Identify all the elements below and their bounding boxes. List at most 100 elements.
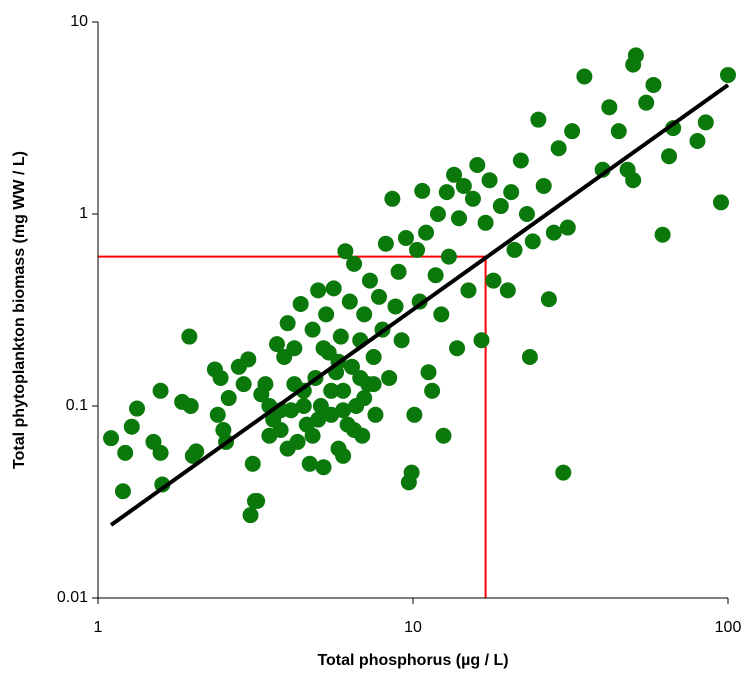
point [564, 123, 581, 140]
point [449, 340, 466, 357]
point [438, 184, 455, 201]
point [181, 328, 198, 345]
point [154, 476, 171, 493]
point [455, 177, 472, 194]
point [365, 376, 382, 393]
point [384, 190, 401, 207]
point [242, 507, 259, 524]
point [129, 400, 146, 417]
point [117, 444, 134, 461]
point [512, 152, 529, 169]
point [365, 348, 382, 365]
point [335, 447, 352, 464]
point [464, 190, 481, 207]
point [346, 255, 363, 272]
point [182, 398, 199, 414]
point [220, 390, 237, 407]
y-tick-label: 1 [79, 205, 88, 222]
point [550, 140, 567, 157]
point [627, 47, 644, 64]
point [315, 459, 332, 476]
point [325, 280, 342, 297]
y-tick-label: 0.1 [66, 397, 88, 414]
point [559, 219, 576, 236]
point [555, 464, 572, 481]
point [114, 483, 131, 500]
point [335, 382, 352, 399]
point [689, 132, 706, 149]
point [397, 229, 414, 246]
point [485, 272, 502, 289]
point [451, 210, 468, 227]
point [323, 382, 340, 399]
point [460, 282, 477, 299]
y-axis-title: Total phytoplankton biomass (mg WW / L) [11, 151, 28, 469]
point [638, 94, 655, 111]
point [292, 295, 309, 312]
point [654, 226, 671, 243]
point [268, 336, 285, 353]
point [446, 166, 463, 183]
point [420, 364, 437, 381]
point [381, 369, 398, 386]
point [286, 340, 303, 357]
point [473, 332, 490, 349]
point [661, 148, 678, 165]
point [235, 376, 252, 393]
point [337, 243, 354, 260]
point [279, 440, 296, 457]
x-tick-label: 10 [404, 619, 422, 636]
point [481, 172, 498, 189]
point [257, 376, 274, 393]
point [545, 224, 562, 241]
point [424, 382, 441, 399]
point [535, 177, 552, 194]
point [503, 184, 520, 201]
point [356, 390, 373, 407]
point [315, 340, 332, 357]
point [418, 224, 435, 241]
fit-line [109, 83, 730, 527]
point [209, 406, 226, 423]
x-tick-label: 1 [94, 619, 103, 636]
point [310, 282, 327, 299]
point [440, 248, 457, 265]
point [244, 455, 261, 472]
point [576, 68, 593, 85]
point [435, 427, 452, 444]
point [469, 156, 486, 173]
y-tick-label: 0.01 [57, 589, 88, 606]
point [356, 306, 373, 323]
point [393, 332, 410, 349]
point [341, 293, 358, 310]
point [477, 214, 494, 231]
point [123, 418, 140, 435]
point [352, 369, 369, 386]
point [304, 321, 321, 338]
point [301, 455, 318, 472]
point [409, 241, 426, 258]
point [188, 443, 205, 460]
point [601, 99, 618, 116]
point [249, 493, 266, 510]
point [261, 427, 278, 444]
point [665, 120, 682, 137]
point [645, 76, 662, 93]
point [427, 267, 444, 284]
point [371, 288, 388, 305]
point [346, 421, 363, 438]
point [610, 123, 627, 140]
point [524, 233, 541, 250]
point [403, 464, 420, 481]
point [152, 382, 169, 399]
point [433, 306, 450, 323]
point [387, 298, 404, 315]
point [390, 263, 407, 280]
point [240, 351, 257, 368]
point [103, 430, 120, 447]
point [152, 444, 169, 461]
point [540, 291, 557, 308]
point [712, 194, 729, 211]
point [499, 282, 516, 299]
